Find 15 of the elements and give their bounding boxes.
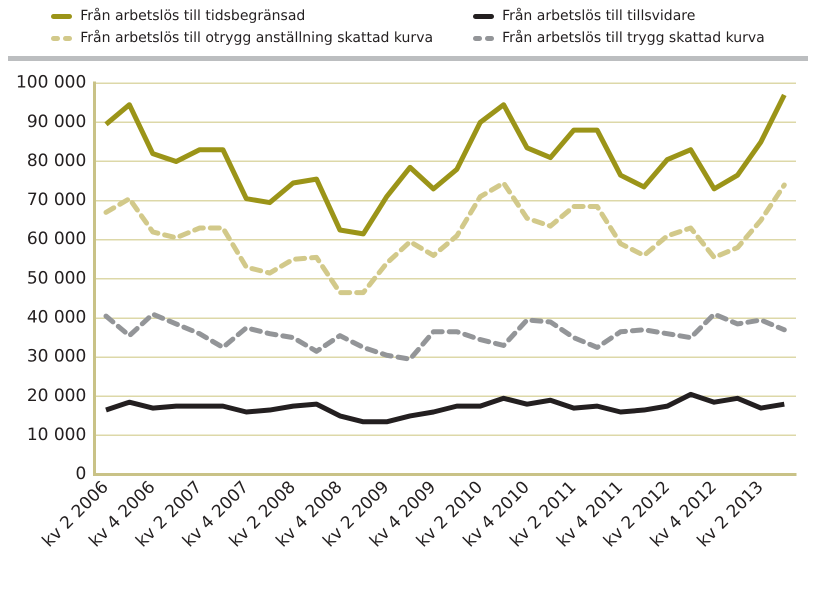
legend-label: Från arbetslös till tillsvidare	[502, 8, 696, 24]
y-tick-label: 40 000	[26, 307, 86, 328]
legend-label: Från arbetslös till otrygg anställning skattad kurva	[80, 30, 434, 46]
y-tick-label: 70 000	[26, 190, 86, 210]
legend-label: Från arbetslös till trygg skattad kurva	[502, 30, 765, 46]
legend-label: Från arbetslös till tidsbegränsad	[80, 8, 306, 24]
y-tick-label: 90 000	[26, 112, 86, 132]
y-tick-label: 20 000	[26, 386, 86, 406]
y-tick-label: 80 000	[26, 150, 86, 171]
y-tick-label: 0	[75, 464, 86, 484]
y-tick-label: 10 000	[26, 424, 86, 445]
y-tick-label: 60 000	[26, 229, 86, 250]
y-tick-label: 50 000	[26, 268, 86, 288]
y-tick-label: 100 000	[16, 72, 86, 93]
y-tick-label: 30 000	[26, 346, 86, 367]
